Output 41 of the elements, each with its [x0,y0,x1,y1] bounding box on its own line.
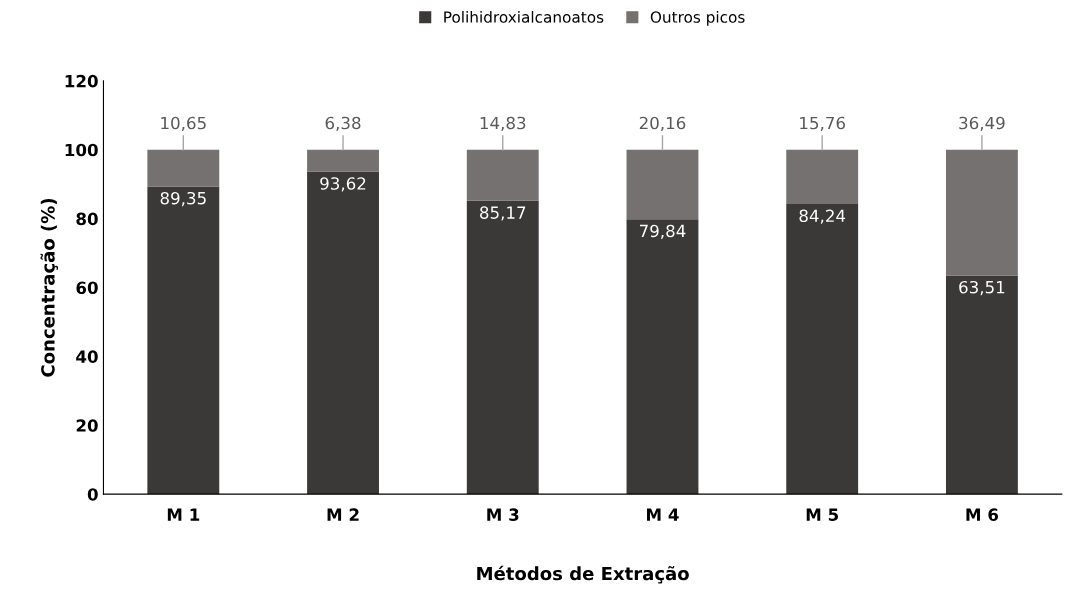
bar [626,149,699,220]
legend-label: Outros picos [650,11,745,26]
bar [466,200,539,495]
data-label: 6,38 [325,116,361,131]
y-tick-label: 20 [76,419,98,432]
data-label: 14,83 [480,116,526,131]
x-tick-label: M 1 [167,508,200,521]
y-tick-label: 40 [76,350,98,363]
data-label: 63,51 [959,280,1005,296]
data-label: 79,84 [639,224,686,239]
bar [626,219,699,495]
data-label: 89,35 [160,191,206,207]
bar [945,149,1018,276]
y-tick-label: 100 [65,143,98,157]
bar [945,275,1018,495]
bar [147,186,220,495]
bar [786,204,859,495]
data-label: 85,17 [480,206,526,221]
x-tick-label: M 6 [966,508,999,521]
data-label: 10,65 [161,116,206,131]
data-label: 20,16 [639,116,686,131]
data-label: 84,24 [799,209,846,224]
y-axis-title: Concentração (%) [40,198,59,377]
x-tick-label: M 5 [806,508,839,521]
data-label: 15,76 [800,116,845,131]
bar [307,149,379,172]
data-label: 93,62 [320,177,366,192]
data-label: 36,49 [959,116,1005,131]
bar [307,171,379,495]
y-tick-label: 80 [76,212,98,226]
y-tick-label: 120 [65,74,98,88]
x-axis-title: Métodos de Extração [477,565,689,584]
bar [147,149,220,187]
y-tick-label: 60 [76,281,98,295]
x-tick-label: M 4 [647,508,679,521]
bar [786,149,859,205]
legend-label: Polihidroxialcanoatos [444,11,604,23]
x-tick-label: M 3 [487,508,519,521]
bar [466,149,539,201]
x-tick-label: M 2 [327,508,359,521]
y-tick-label: 0 [87,488,98,501]
